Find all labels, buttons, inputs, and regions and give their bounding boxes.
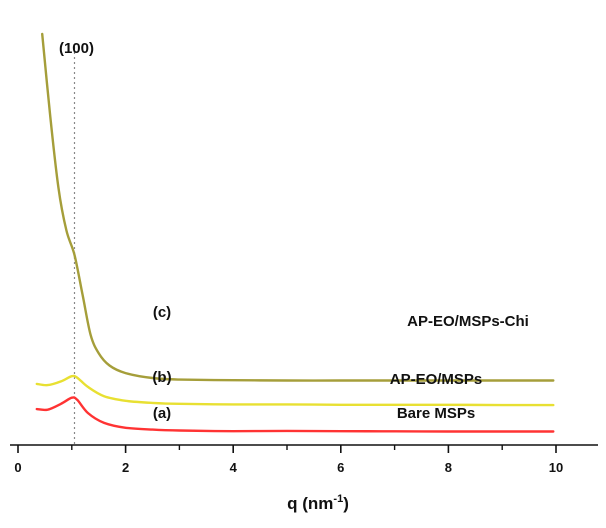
reference-line-label: (100)	[59, 40, 94, 57]
x-axis-title-close: )	[343, 494, 349, 513]
x-tick-label: 10	[549, 460, 563, 475]
x-axis-title-superscript: -1	[333, 493, 343, 505]
series-group	[35, 32, 555, 433]
x-axis-title-text: q (nm	[287, 494, 333, 513]
series-line-ap-eo-msps	[35, 374, 555, 407]
x-tick-label: 4	[230, 460, 238, 475]
series-name-ap-eo-msps-chi: AP-EO/MSPs-Chi	[407, 313, 529, 330]
series-tag-ap-eo-msps: (b)	[152, 369, 171, 386]
x-tick-label: 2	[122, 460, 129, 475]
series-name-bare-msps: Bare MSPs	[397, 405, 475, 422]
series-tag-bare-msps: (a)	[153, 405, 171, 422]
x-axis-title: q (nm-1)	[287, 493, 349, 513]
series-tag-ap-eo-msps-chi: (c)	[153, 304, 171, 321]
x-tick-label: 8	[445, 460, 452, 475]
series-line-bare-msps	[35, 396, 555, 433]
label-group: (a) Bare MSPs (b) AP-EO/MSPs (c) AP-EO/MSPs-C…	[152, 304, 528, 422]
reference-line-group: (100)	[59, 40, 94, 445]
series-name-ap-eo-msps: AP-EO/MSPs	[390, 371, 483, 388]
series-line-ap-eo-msps-chi	[41, 32, 555, 382]
x-tick-label: 6	[337, 460, 344, 475]
x-axis: 0 2 4 6 8 10	[10, 444, 598, 475]
x-tick-label: 0	[14, 460, 21, 475]
